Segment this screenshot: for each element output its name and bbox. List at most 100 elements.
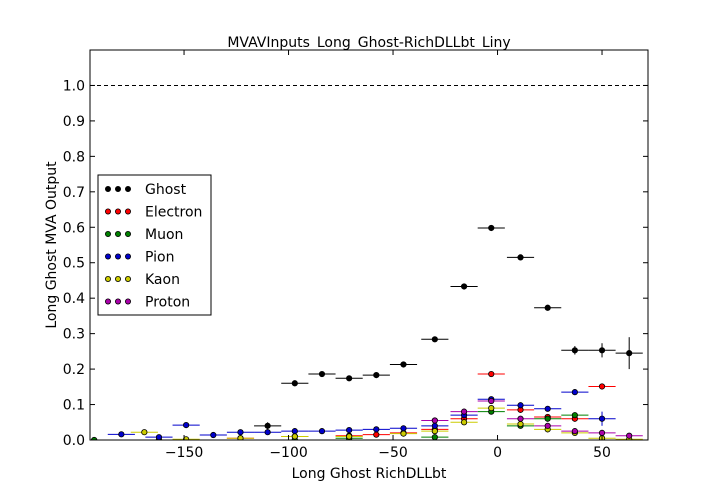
data-point xyxy=(598,383,606,390)
data-point xyxy=(517,415,524,422)
legend-item-kaon: Kaon xyxy=(105,272,180,288)
data-point xyxy=(373,426,380,433)
data-point xyxy=(544,415,551,422)
data-point xyxy=(488,404,495,412)
y-tick-label: 0.9 xyxy=(63,114,85,130)
data-point xyxy=(373,372,380,379)
legend-label: Kaon xyxy=(145,272,180,288)
legend-marker xyxy=(105,275,112,282)
legend-item-pion: Pion xyxy=(105,250,174,266)
data-point xyxy=(598,429,606,437)
data-point xyxy=(460,408,468,415)
legend-marker xyxy=(125,298,132,305)
y-tick-label: 0.2 xyxy=(63,362,85,378)
y-tick-label: 0.6 xyxy=(63,220,85,236)
data-point xyxy=(626,432,633,439)
data-point xyxy=(118,431,125,438)
legend-marker xyxy=(105,185,112,192)
y-tick-label: 0.7 xyxy=(63,185,85,201)
data-point xyxy=(598,415,606,422)
y-tick-label: 0.3 xyxy=(63,327,85,343)
data-point xyxy=(400,430,407,437)
data-point xyxy=(626,350,633,357)
y-axis: 0.0 0.1 0.2 0.3 0.4 0.5 0.6 0.7 0.8 0.9 1.0 xyxy=(63,78,648,449)
x-axis-label: Long Ghost RichDLLbt xyxy=(292,466,447,482)
data-point xyxy=(400,425,407,432)
legend-marker xyxy=(115,298,122,305)
data-point xyxy=(571,389,578,396)
data-point xyxy=(488,370,495,378)
legend-marker xyxy=(125,208,132,215)
legend-marker xyxy=(105,298,112,305)
data-point xyxy=(210,431,217,439)
y-tick-label: 1.0 xyxy=(63,78,85,94)
x-axis: −150 −100 −50 0 50 xyxy=(165,50,611,461)
y-axis-label: Long Ghost MVA Output xyxy=(44,161,60,329)
legend-label: Pion xyxy=(145,250,174,266)
data-point xyxy=(264,429,271,436)
legend-label: Muon xyxy=(145,227,183,243)
legend-marker xyxy=(105,253,112,260)
data-point xyxy=(373,431,380,438)
data-point xyxy=(431,434,438,440)
y-tick-label: 0.5 xyxy=(63,256,85,272)
data-point xyxy=(318,428,326,435)
legend-marker xyxy=(125,185,132,192)
legend-item-electron: Electron xyxy=(105,205,202,221)
legend-marker xyxy=(115,253,122,260)
data-point xyxy=(544,304,551,311)
legend-label: Electron xyxy=(145,205,202,221)
y-tick-label: 0.4 xyxy=(63,291,85,307)
data-point xyxy=(291,380,298,387)
legend-item-proton: Proton xyxy=(105,295,190,311)
data-point xyxy=(571,428,578,435)
x-tick-label: −150 xyxy=(165,445,203,461)
plot-frame xyxy=(89,49,649,441)
data-point xyxy=(346,426,353,434)
x-tick-label: 50 xyxy=(593,445,611,461)
legend-item-muon: Muon xyxy=(105,227,183,243)
legend-box xyxy=(97,174,212,316)
legend-marker xyxy=(125,253,132,260)
x-tick-label: −100 xyxy=(269,445,307,461)
data-point xyxy=(237,429,244,436)
series-pion xyxy=(107,389,616,440)
legend-marker xyxy=(105,230,112,237)
data-point xyxy=(488,224,495,232)
data-point xyxy=(431,417,438,424)
data-point xyxy=(346,433,353,440)
legend-marker xyxy=(105,208,112,215)
data-point xyxy=(431,422,438,429)
data-point xyxy=(237,435,244,440)
data-point xyxy=(431,428,438,435)
legend: Ghost Electron Muon Pion Kaon Proton xyxy=(97,174,212,316)
series-ghost xyxy=(254,224,643,430)
legend-marker xyxy=(125,230,132,237)
data-point xyxy=(544,422,551,429)
data-point xyxy=(488,397,495,405)
data-point xyxy=(183,436,190,440)
data-point xyxy=(264,422,271,429)
data-point xyxy=(460,283,468,290)
plot-area xyxy=(90,84,648,440)
legend-label: Ghost xyxy=(145,182,187,198)
data-point xyxy=(346,375,353,382)
y-tick-label: 0.1 xyxy=(63,398,85,414)
legend-marker xyxy=(115,230,122,237)
legend-item-ghost: Ghost xyxy=(105,182,187,198)
data-point xyxy=(517,254,524,261)
data-point xyxy=(544,405,551,412)
data-point xyxy=(460,419,468,426)
legend-marker xyxy=(125,275,132,282)
data-point xyxy=(571,347,578,354)
data-point xyxy=(318,370,326,378)
y-tick-label: 0.0 xyxy=(63,433,85,449)
data-point xyxy=(598,347,606,354)
series-proton xyxy=(421,397,643,439)
legend-label: Proton xyxy=(145,295,190,311)
x-tick-label: 0 xyxy=(493,445,502,461)
chart-title: MVAVInputs_Long_Ghost-RichDLLbt_Liny xyxy=(227,35,510,51)
legend-marker xyxy=(115,208,122,215)
data-point xyxy=(431,336,438,343)
